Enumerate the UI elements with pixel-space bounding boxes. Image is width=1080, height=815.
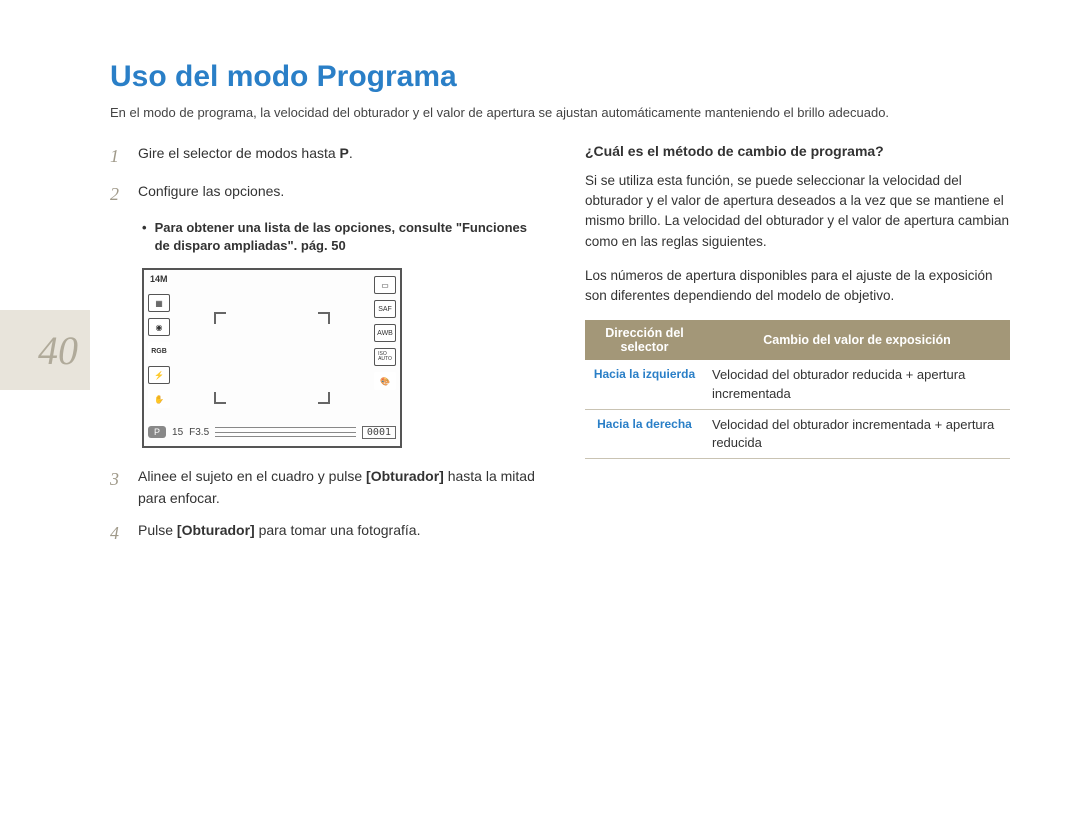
step-number: 2	[110, 181, 126, 209]
lcd-mode-pill: P	[148, 426, 166, 438]
step-text-pre: Pulse	[138, 522, 177, 538]
right-para-1: Si se utiliza esta función, se puede sel…	[585, 171, 1010, 252]
table-header-value: Cambio del valor de exposición	[704, 320, 1010, 360]
page-number-tab: 40	[0, 310, 90, 390]
step-text: Pulse [Obturador] para tomar una fotogra…	[138, 520, 535, 548]
lcd-counter: 0001	[362, 426, 396, 439]
step-2: 2 Configure las opciones.	[110, 181, 535, 209]
lcd-left-icons: ▦ ◉ RGB ⚡ ✋	[148, 276, 170, 408]
grid-icon: ▦	[148, 294, 170, 312]
focus-corner-icon	[318, 312, 330, 324]
sub-bullet-text: Para obtener una lista de las opciones, …	[155, 219, 535, 257]
step-text-pre: Gire el selector de modos hasta	[138, 145, 340, 161]
intro-text: En el modo de programa, la velocidad del…	[110, 104, 930, 123]
table-row: Hacia la izquierda Velocidad del obturad…	[585, 360, 1010, 409]
lcd-right-icons: ▭ SAF AWB ISOAUTO 🎨	[374, 276, 396, 390]
bullet-dot: •	[142, 219, 147, 257]
step-number: 4	[110, 520, 126, 548]
af-icon: SAF	[374, 300, 396, 318]
flash-icon: ⚡	[148, 366, 170, 384]
page-title: Uso del modo Programa	[110, 60, 1010, 94]
step-text: Configure las opciones.	[138, 181, 535, 209]
palette-icon: 🎨	[374, 372, 396, 390]
right-heading: ¿Cuál es el método de cambio de programa…	[585, 143, 1010, 159]
table-row: Hacia la derecha Velocidad del obturador…	[585, 409, 1010, 458]
iso-auto-icon: ISOAUTO	[374, 348, 396, 366]
step-text: Alinee el sujeto en el cuadro y pulse [O…	[138, 466, 535, 509]
step-text-pre: Alinee el sujeto en el cuadro y pulse	[138, 468, 366, 484]
meter-icon: ◉	[148, 318, 170, 336]
step-text-post: .	[349, 145, 353, 161]
page-number: 40	[38, 327, 78, 374]
focus-corner-icon	[214, 392, 226, 404]
step-number: 1	[110, 143, 126, 171]
hand-icon: ✋	[148, 390, 170, 408]
step-text-bold: [Obturador]	[177, 522, 255, 538]
focus-corner-icon	[214, 312, 226, 324]
table-cell-direction: Hacia la derecha	[585, 409, 704, 458]
table-header-direction: Dirección del selector	[585, 320, 704, 360]
step-text-bold: P	[340, 145, 349, 161]
step-text-post: para tomar una fotografía.	[255, 522, 421, 538]
step-3: 3 Alinee el sujeto en el cuadro y pulse …	[110, 466, 535, 509]
right-para-2: Los números de apertura disponibles para…	[585, 266, 1010, 307]
exposure-table: Dirección del selector Cambio del valor …	[585, 320, 1010, 459]
step-text-bold: [Obturador]	[366, 468, 444, 484]
lcd-exposure-bar	[215, 427, 356, 437]
step-number: 3	[110, 466, 126, 509]
camera-lcd-preview: 14M ▦ ◉ RGB ⚡ ✋ ▭ SAF AWB ISOAUTO 🎨	[142, 268, 402, 448]
step-text: Gire el selector de modos hasta P.	[138, 143, 535, 171]
lcd-aperture-value: F3.5	[189, 427, 209, 438]
focus-corner-icon	[318, 392, 330, 404]
lcd-bottom-bar: P 15 F3.5 0001	[148, 422, 396, 442]
lcd-shutter-value: 15	[172, 427, 183, 438]
sub-bullet: • Para obtener una lista de las opciones…	[142, 219, 535, 257]
step-4: 4 Pulse [Obturador] para tomar una fotog…	[110, 520, 535, 548]
table-cell-value: Velocidad del obturador incrementada + a…	[704, 409, 1010, 458]
single-icon: ▭	[374, 276, 396, 294]
table-cell-direction: Hacia la izquierda	[585, 360, 704, 409]
awb-icon: AWB	[374, 324, 396, 342]
right-column: ¿Cuál es el método de cambio de programa…	[585, 143, 1010, 558]
rgb-icon: RGB	[148, 342, 170, 360]
left-column: 1 Gire el selector de modos hasta P. 2 C…	[110, 143, 535, 558]
table-cell-value: Velocidad del obturador reducida + apert…	[704, 360, 1010, 409]
step-1: 1 Gire el selector de modos hasta P.	[110, 143, 535, 171]
step-text-pre: Configure las opciones.	[138, 183, 284, 199]
